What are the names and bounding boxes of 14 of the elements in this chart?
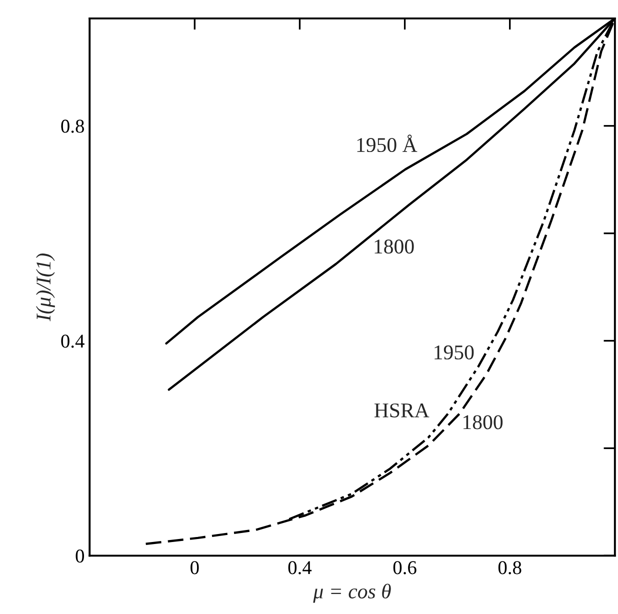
series-label: 1800: [464, 415, 503, 430]
x-axis-title: μ = cos θ: [313, 584, 391, 603]
x-tick-label: 0: [190, 561, 199, 574]
series-label: 1800: [374, 240, 414, 254]
x-tick-label: 0.8: [498, 561, 522, 574]
series-label: 1950: [434, 345, 474, 360]
annotation: HSRA: [374, 403, 430, 418]
series-label: 1950 Å: [357, 134, 418, 152]
x-tick-label: 0.6: [393, 561, 416, 574]
y-tick-label: 0.4: [61, 334, 84, 348]
x-tick-label: 0.4: [288, 561, 312, 574]
y-axis-title: I(μ)/I(1): [36, 254, 55, 322]
y-tick-label: 0: [76, 549, 84, 563]
y-tick-label: 0.8: [61, 120, 84, 133]
